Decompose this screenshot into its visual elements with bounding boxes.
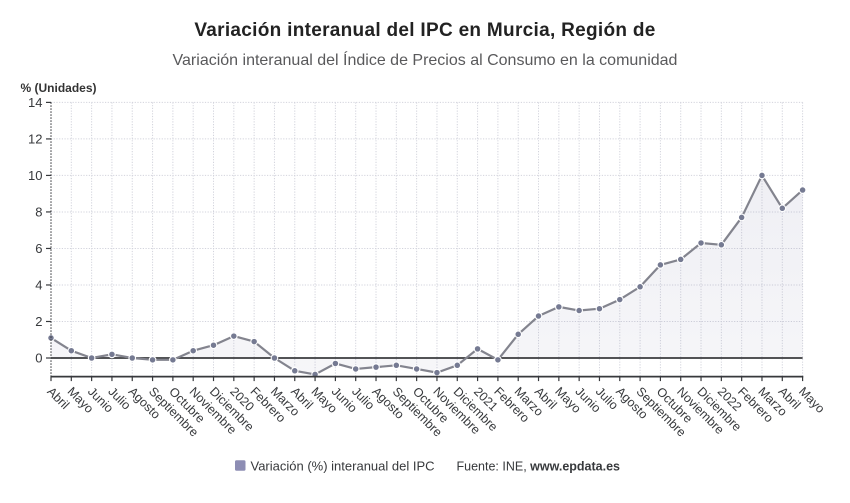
svg-text:0: 0 [35,351,42,366]
svg-text:Fuente: INE, www.epdata.es: Fuente: INE, www.epdata.es [457,460,621,474]
svg-text:% (Unidades): % (Unidades) [21,81,97,95]
svg-text:4: 4 [35,277,42,292]
svg-text:10: 10 [28,168,42,183]
svg-text:14: 14 [28,95,42,110]
svg-text:Variación interanual del Índic: Variación interanual del Índice de Preci… [173,50,678,69]
svg-text:2: 2 [35,314,42,329]
svg-text:Variación interanual del IPC e: Variación interanual del IPC en Murcia, … [194,20,655,41]
svg-text:Variación (%) interanual del I: Variación (%) interanual del IPC [251,459,435,474]
svg-text:8: 8 [35,204,42,219]
svg-text:12: 12 [28,131,42,146]
svg-text:6: 6 [35,241,42,256]
